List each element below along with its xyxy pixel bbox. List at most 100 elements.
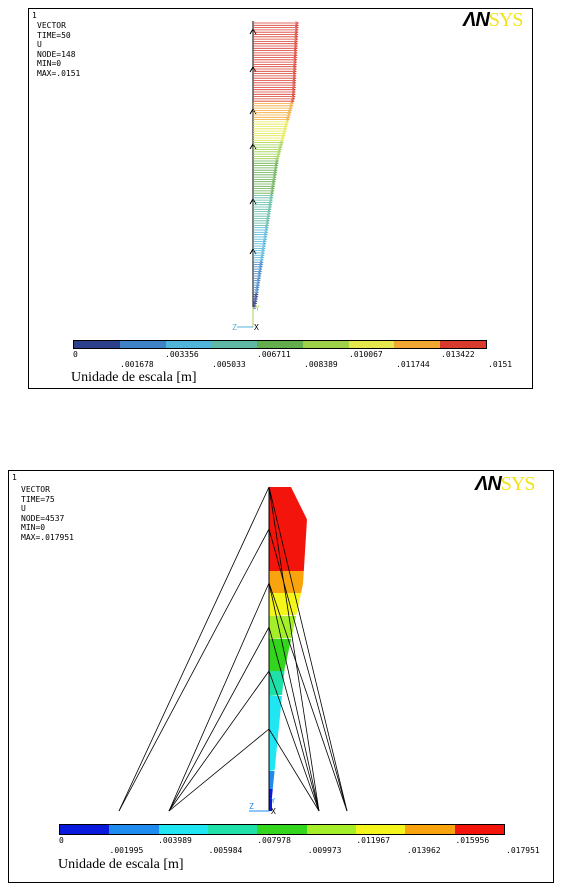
- vector-arrowhead: [287, 110, 292, 115]
- vector-arrowhead: [262, 244, 267, 248]
- vector-arrowhead: [292, 71, 297, 76]
- vector-arrowhead: [278, 145, 283, 149]
- color-scale-segment: [302, 341, 349, 348]
- vector-arrowhead: [284, 122, 289, 126]
- vector-arrowhead: [268, 205, 273, 209]
- vector-arrowhead: [278, 147, 283, 152]
- info-line: U: [37, 40, 42, 49]
- guy-cable: [268, 670, 320, 812]
- vector-arrowhead: [293, 55, 298, 60]
- info-line: NODE=4537: [21, 513, 65, 523]
- vector-arrowhead: [260, 255, 265, 260]
- color-scale-segment: [257, 341, 303, 348]
- vector-arrowhead: [254, 294, 259, 299]
- vector-arrowhead: [265, 223, 270, 228]
- vector-arrowhead: [289, 106, 293, 110]
- plot-info-legend: VECTOR TIME=75 U NODE=4537 MIN=0 MAX=.01…: [21, 485, 74, 542]
- vector-arrowhead: [294, 41, 299, 46]
- scale-tick-label: .007978: [257, 836, 291, 845]
- vector-arrowhead: [263, 235, 268, 239]
- vector-arrowhead: [285, 120, 290, 124]
- color-scale-segment: [348, 341, 395, 348]
- guy-cable: [168, 582, 270, 812]
- contour-band: [269, 789, 273, 811]
- vector-arrowhead: [294, 28, 299, 32]
- vector-arrowhead: [283, 127, 288, 131]
- vector-arrowhead: [259, 260, 264, 264]
- vector-arrowhead: [267, 212, 272, 216]
- vector-arrowhead: [275, 159, 280, 163]
- vector-arrowhead: [288, 108, 293, 113]
- info-line: TIME=75: [21, 494, 55, 504]
- z-axis-label: Z: [232, 323, 237, 332]
- vector-arrowhead: [291, 97, 296, 101]
- scale-tick-label: .017951: [506, 846, 540, 855]
- displacement-contour-plot: Z XY: [118, 486, 348, 816]
- info-line: NODE=148: [37, 49, 76, 59]
- guy-cable: [268, 582, 348, 812]
- vector-arrowhead: [260, 253, 265, 258]
- vector-arrowhead: [290, 101, 295, 106]
- vector-arrowhead: [275, 161, 279, 166]
- vector-arrowhead: [293, 64, 298, 69]
- vector-arrowhead: [281, 136, 286, 140]
- scale-tick-label: .003356: [165, 350, 199, 359]
- contour-band: [269, 487, 307, 571]
- vector-arrowhead: [294, 32, 299, 37]
- color-scale-segment: [257, 825, 307, 834]
- color-scale-segment: [74, 341, 120, 348]
- contour-band: [269, 616, 297, 639]
- vector-arrowhead: [262, 239, 267, 244]
- color-scale-bar: [73, 340, 487, 349]
- vector-arrowhead: [265, 225, 269, 230]
- vector-arrowhead: [257, 274, 262, 278]
- vector-arrowhead: [263, 237, 268, 241]
- scale-tick-label: .008389: [304, 360, 338, 369]
- color-scale-segment: [158, 825, 208, 834]
- vector-arrowhead: [271, 186, 275, 191]
- info-line: U: [21, 504, 26, 513]
- vector-arrowhead: [258, 269, 263, 274]
- color-scale-segment: [454, 825, 504, 834]
- scale-tick-label: .011967: [356, 836, 391, 845]
- scale-tick-label: .006711: [257, 350, 291, 359]
- vector-arrowhead: [272, 177, 277, 182]
- guy-cable: [168, 670, 270, 812]
- vector-arrowhead: [274, 166, 279, 170]
- vector-arrowhead: [267, 207, 272, 212]
- vector-arrowhead: [264, 232, 268, 237]
- vector-arrowhead: [294, 37, 299, 41]
- vector-arrowhead: [273, 170, 278, 175]
- vector-arrowhead: [292, 90, 296, 94]
- vector-arrowhead: [275, 156, 280, 161]
- info-line: MAX=.0151: [37, 68, 81, 78]
- vector-arrowhead: [292, 76, 297, 80]
- vector-arrowhead: [262, 242, 267, 246]
- color-scale-segment: [394, 341, 441, 348]
- scale-tick-label: .013422: [441, 350, 475, 359]
- vector-arrowhead: [266, 214, 271, 218]
- vector-arrowhead: [294, 44, 299, 48]
- vector-arrowhead: [270, 193, 274, 198]
- vector-arrowhead: [282, 131, 287, 136]
- vector-arrowhead: [277, 152, 281, 156]
- vector-arrowhead: [280, 140, 284, 145]
- contour-band: [269, 771, 275, 789]
- vector-arrowhead: [266, 216, 271, 221]
- guy-cable: [268, 486, 348, 812]
- scale-tick-label: .009973: [307, 846, 342, 855]
- guy-cable: [268, 486, 320, 812]
- vector-arrowhead: [277, 150, 282, 154]
- color-scale-segment: [405, 825, 455, 834]
- vector-arrowhead: [255, 290, 260, 294]
- vector-arrowhead: [271, 182, 276, 186]
- scale-tick-label: .011744: [396, 360, 430, 369]
- vector-arrowhead: [255, 288, 260, 292]
- color-scale-segment: [211, 341, 258, 348]
- guy-cable: [118, 486, 270, 812]
- vector-arrowhead: [253, 301, 258, 306]
- vector-arrowhead: [272, 179, 276, 184]
- vector-arrowhead: [295, 23, 299, 28]
- scale-tick-label: .013962: [406, 846, 441, 855]
- scale-tick-label: .001678: [120, 360, 154, 369]
